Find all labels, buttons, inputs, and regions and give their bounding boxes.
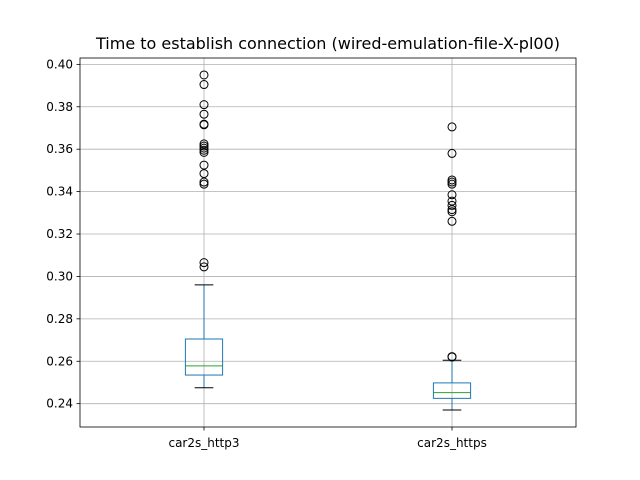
outlier-point bbox=[199, 100, 209, 110]
outlier-point bbox=[199, 70, 209, 80]
outlier-point bbox=[447, 175, 457, 185]
y-tick-label: 0.38 bbox=[46, 100, 73, 114]
outlier-point bbox=[199, 262, 209, 272]
outlier-point bbox=[199, 109, 209, 119]
y-tick-label: 0.28 bbox=[46, 312, 73, 326]
box-iqr bbox=[432, 382, 472, 399]
outlier-point bbox=[447, 122, 457, 132]
outlier-point bbox=[199, 139, 209, 149]
y-tick-label: 0.26 bbox=[46, 354, 73, 368]
outlier-point bbox=[199, 179, 209, 189]
outlier-point bbox=[447, 207, 457, 217]
outlier-point bbox=[199, 145, 209, 155]
outlier-point bbox=[447, 190, 457, 200]
outlier-point bbox=[199, 119, 209, 129]
box-car2s_http3 bbox=[184, 70, 224, 389]
outlier-point bbox=[199, 258, 209, 268]
outlier-point bbox=[447, 352, 457, 362]
box-plot-series bbox=[184, 70, 472, 411]
grid-lines bbox=[80, 58, 576, 427]
x-tick-label: car2s_https bbox=[417, 436, 487, 450]
outlier-point bbox=[447, 179, 457, 189]
y-tick-label: 0.40 bbox=[46, 57, 73, 71]
plot-frame bbox=[79, 57, 577, 428]
outlier-point bbox=[447, 216, 457, 226]
y-tick-label: 0.34 bbox=[46, 185, 73, 199]
y-tick-label: 0.32 bbox=[46, 227, 73, 241]
outlier-point bbox=[447, 148, 457, 158]
box-car2s_https bbox=[432, 122, 472, 411]
y-tick-label: 0.24 bbox=[46, 397, 73, 411]
y-tick-label: 0.30 bbox=[46, 269, 73, 283]
outlier-point bbox=[447, 200, 457, 210]
outlier-point bbox=[447, 196, 457, 206]
outlier-point bbox=[199, 160, 209, 170]
axes: 0.24 0.26 0.28 0.30 0.32 0.34 0.36 0.38 0.40 car2… bbox=[46, 57, 577, 450]
outlier-point bbox=[199, 143, 209, 153]
x-tick-label: car2s_http3 bbox=[168, 436, 239, 450]
outlier-point bbox=[199, 80, 209, 90]
box-iqr bbox=[184, 338, 224, 376]
y-tick-label: 0.36 bbox=[46, 142, 73, 156]
outlier-point bbox=[199, 141, 209, 151]
chart-title: Time to establish connection (wired-emul… bbox=[95, 34, 560, 53]
outlier-point bbox=[447, 177, 457, 187]
